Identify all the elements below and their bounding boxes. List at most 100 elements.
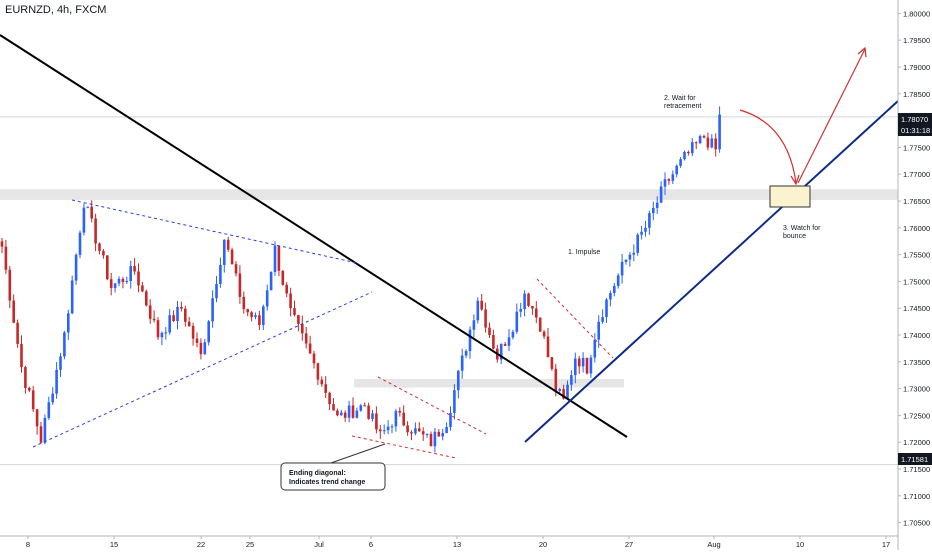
candle-down — [24, 367, 27, 388]
x-tick-label: 17 — [882, 540, 890, 549]
triangle-upper-line[interactable] — [71, 199, 358, 264]
candle-up — [433, 431, 437, 447]
candle-down — [102, 250, 105, 256]
candle-down — [133, 266, 136, 272]
bounce-annotation-line1: 3. Watch for — [783, 225, 821, 232]
candle-up — [47, 402, 51, 418]
candle-up — [63, 332, 66, 357]
candle-up — [507, 337, 511, 346]
candle-up — [269, 271, 273, 291]
candle-up — [624, 259, 628, 262]
candle-up — [219, 264, 222, 284]
last-price-tag: 1.78070 — [898, 113, 932, 125]
candle-up — [659, 186, 663, 203]
candle-down — [148, 305, 152, 319]
candle-down — [172, 315, 175, 322]
candle-up — [70, 280, 74, 314]
candle-down — [195, 338, 199, 343]
candle-down — [31, 390, 35, 410]
candle-down — [367, 405, 370, 419]
candle-down — [706, 137, 710, 148]
candle-up — [176, 306, 179, 322]
candle-up — [710, 138, 714, 148]
candle-down — [293, 308, 296, 315]
countdown-label: 01:31:18 — [901, 126, 930, 135]
candle-up — [359, 405, 363, 411]
candle-up — [691, 142, 694, 154]
candle-up — [570, 375, 573, 385]
candle-up — [262, 306, 265, 326]
candle-up — [425, 433, 429, 435]
candle-down — [297, 314, 300, 324]
y-tick-label: 1.72500 — [903, 411, 930, 420]
candle-down — [546, 336, 550, 358]
candle-down — [289, 293, 292, 309]
y-tick-label: 1.77000 — [903, 170, 930, 179]
candle-down — [152, 318, 156, 321]
candle-down — [320, 379, 324, 385]
ending-diagonal-callout[interactable] — [280, 462, 386, 491]
candle-down — [535, 308, 538, 318]
x-tick-label: 22 — [197, 540, 205, 549]
candle-up — [51, 393, 54, 403]
candle-down — [554, 368, 558, 392]
retracement-target-box[interactable] — [769, 185, 811, 208]
candle-down — [304, 333, 308, 344]
candle-down — [402, 412, 405, 426]
candle-down — [180, 306, 183, 309]
candle-up — [574, 358, 577, 376]
candle-up — [613, 285, 616, 294]
candle-down — [328, 392, 331, 405]
candle-up — [640, 231, 643, 235]
candle-down — [187, 321, 191, 326]
candle-down — [585, 357, 589, 374]
candle-up — [499, 344, 503, 360]
ending-diagonal-line2: Indicates trend change — [289, 479, 365, 486]
ascending-support-line[interactable] — [524, 100, 899, 443]
candle-up — [390, 426, 394, 428]
candle-down — [258, 315, 261, 326]
projection-arrow-head — [857, 46, 867, 58]
candle-up — [382, 430, 386, 432]
candle-up — [394, 410, 398, 427]
candle-down — [667, 179, 671, 181]
candle-down — [301, 323, 304, 334]
candle-up — [558, 388, 561, 392]
candle-up — [519, 309, 522, 312]
candle-up — [82, 207, 86, 233]
retracement-arrow[interactable] — [739, 109, 797, 184]
candle-down — [379, 429, 382, 432]
candle-down — [550, 357, 554, 369]
candle-down — [121, 278, 125, 283]
candle-up — [628, 254, 632, 260]
candle-up — [601, 317, 604, 322]
y-tick-label: 1.71000 — [903, 492, 930, 501]
diagonal-upper-line[interactable] — [377, 376, 487, 435]
y-tick-label: 1.74000 — [903, 331, 930, 340]
candle-down — [538, 317, 542, 332]
candle-up — [652, 207, 655, 214]
candle-up — [457, 370, 460, 391]
candle-down — [308, 343, 312, 354]
x-tick-label: 10 — [796, 540, 804, 549]
triangle-lower-line[interactable] — [32, 291, 373, 448]
projection-arrow[interactable] — [797, 48, 866, 184]
candle-down — [16, 322, 19, 344]
candle-down — [35, 409, 39, 427]
candle-up — [648, 213, 651, 228]
horizontal-zone — [354, 378, 624, 388]
retracement-arrow-head — [790, 174, 800, 186]
candle-up — [605, 299, 608, 318]
candle-up — [511, 331, 515, 338]
candle-up — [207, 321, 210, 343]
candle-down — [429, 433, 433, 447]
candle-up — [515, 311, 519, 332]
descending-trendline[interactable] — [0, 34, 628, 438]
channel-dashed-line[interactable] — [536, 278, 614, 359]
candle-up — [698, 136, 702, 144]
diagonal-lower-line[interactable] — [351, 435, 457, 459]
last-price-label: 1.78070 — [901, 115, 928, 124]
candle-down — [398, 410, 402, 413]
